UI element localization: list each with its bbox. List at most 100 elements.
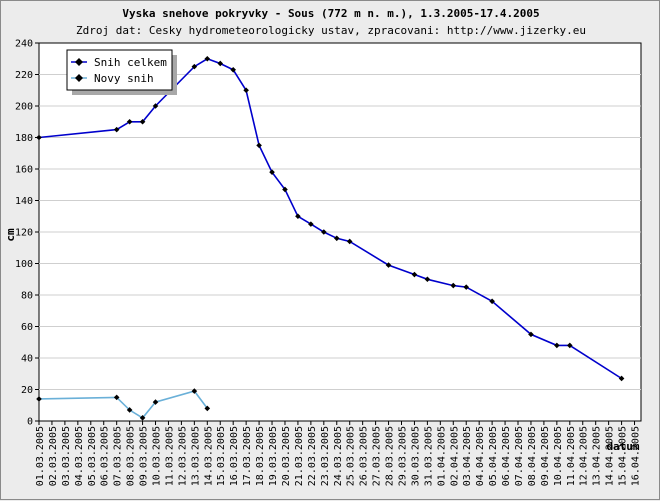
x-tick-label-5: 06.03.2005 — [100, 426, 111, 486]
series-1-point-2 — [126, 407, 133, 413]
y-tick-label-9: 180 — [15, 133, 33, 144]
series-0-point-3 — [139, 118, 146, 125]
chart-title: Vyska snehove pokryvky - Sous (772 m n. … — [122, 7, 539, 20]
x-tick-label-12: 13.03.2005 — [190, 426, 201, 486]
x-tick-label-14: 15.03.2005 — [216, 426, 227, 486]
y-tick-label-6: 120 — [15, 228, 33, 239]
series-1-point-6 — [204, 405, 211, 412]
x-tick-label-39: 09.04.2005 — [540, 426, 551, 486]
series-0-point-10 — [256, 142, 262, 149]
x-tick-label-1: 02.03.2005 — [48, 426, 59, 486]
x-tick-label-30: 31.03.2005 — [423, 426, 434, 486]
series-0-point-11 — [269, 169, 275, 175]
x-tick-label-23: 24.03.2005 — [333, 426, 344, 486]
x-tick-label-11: 12.03.2005 — [177, 426, 188, 486]
series-0-point-16 — [333, 235, 340, 242]
chart-subtitle: Zdroj dat: Cesky hydrometeorologicky ust… — [76, 24, 586, 37]
series-1-point-3 — [139, 415, 146, 421]
y-tick-label-11: 220 — [15, 70, 33, 81]
y-tick-label-7: 140 — [15, 196, 33, 207]
y-tick-label-10: 200 — [15, 102, 33, 113]
series-0-point-4 — [152, 103, 159, 109]
x-tick-label-42: 12.04.2005 — [579, 426, 590, 486]
series-0-point-26 — [566, 342, 573, 349]
series-0-point-20 — [424, 276, 431, 283]
x-tick-label-40: 10.04.2005 — [553, 426, 564, 486]
x-tick-label-19: 20.03.2005 — [281, 426, 292, 486]
series-0-point-21 — [450, 282, 457, 289]
y-axis-ticks: 0 20 40 60 80 100 120 140 160 180 200 220 240 — [15, 39, 39, 428]
legend-marker-novy-snih — [75, 74, 83, 82]
series-0-point-14 — [308, 221, 314, 227]
x-tick-label-9: 10.03.2005 — [152, 426, 163, 486]
series-1-point-5 — [191, 388, 198, 394]
series-0-point-18 — [385, 262, 392, 268]
x-tick-label-32: 02.04.2005 — [449, 426, 460, 486]
x-tick-label-33: 03.04.2005 — [462, 426, 473, 486]
y-tick-label-5: 100 — [15, 259, 33, 270]
x-axis-ticks: 01.03.2005 02.03.2005 03.03.2005 04.03.2005… — [35, 421, 642, 486]
x-tick-label-13: 14.03.2005 — [203, 426, 214, 486]
legend-label-novy-snih: Novy snih — [94, 72, 154, 85]
y-tick-label-8: 160 — [15, 165, 33, 176]
grid-lines — [39, 74, 641, 390]
series-0-point-15 — [321, 229, 327, 235]
series-0-point-24 — [528, 331, 534, 338]
x-tick-label-15: 16.03.2005 — [229, 426, 240, 486]
legend-marker-snih-celkem — [75, 58, 83, 66]
x-tick-label-8: 09.03.2005 — [139, 426, 150, 486]
series-0-point-23 — [489, 298, 495, 305]
x-tick-label-29: 30.03.2005 — [410, 426, 421, 486]
series-0-point-19 — [411, 271, 418, 278]
x-tick-label-21: 22.03.2005 — [307, 426, 318, 486]
x-tick-label-20: 21.03.2005 — [294, 426, 305, 486]
series-0-point-9 — [243, 87, 249, 94]
x-tick-label-38: 08.04.2005 — [527, 426, 538, 486]
x-tick-label-16: 17.03.2005 — [242, 426, 253, 486]
x-tick-label-43: 13.04.2005 — [592, 426, 603, 486]
legend-label-snih-celkem: Snih celkem — [94, 56, 167, 69]
x-tick-label-24: 25.03.2005 — [346, 426, 357, 486]
x-tick-label-35: 05.04.2005 — [488, 426, 499, 486]
series-0-point-27 — [618, 375, 625, 382]
legend: Snih celkem Novy snih — [66, 49, 177, 95]
x-tick-label-4: 05.03.2005 — [87, 426, 98, 486]
series-0-point-25 — [554, 342, 560, 349]
x-tick-label-26: 27.03.2005 — [372, 426, 383, 486]
series-0-point-17 — [346, 238, 353, 245]
series-0-point-0 — [36, 134, 42, 141]
y-tick-label-2: 40 — [21, 354, 33, 365]
x-tick-label-37: 07.04.2005 — [514, 426, 525, 486]
x-tick-label-46: 16.04.2005 — [631, 426, 642, 486]
series-1-point-0 — [36, 396, 42, 402]
x-tick-label-31: 01.04.2005 — [436, 426, 447, 486]
series-0-point-22 — [463, 284, 470, 290]
y-tick-label-1: 20 — [21, 385, 33, 396]
x-tick-label-10: 11.03.2005 — [164, 426, 175, 486]
x-tick-label-25: 26.03.2005 — [359, 426, 370, 486]
x-tick-label-27: 28.03.2005 — [385, 426, 396, 486]
legend-box — [66, 49, 173, 91]
x-tick-label-3: 04.03.2005 — [74, 426, 85, 486]
x-tick-label-0: 01.03.2005 — [35, 426, 46, 486]
x-tick-label-17: 18.03.2005 — [255, 426, 266, 486]
series-0-point-2 — [126, 118, 133, 125]
series-0-point-12 — [282, 186, 288, 193]
x-tick-label-41: 11.04.2005 — [566, 426, 577, 486]
series-0-point-6 — [204, 55, 211, 62]
series-0-point-8 — [230, 66, 236, 73]
x-tick-label-36: 06.04.2005 — [501, 426, 512, 486]
x-tick-label-22: 23.03.2005 — [320, 426, 331, 486]
series-1-point-4 — [152, 399, 159, 405]
y-tick-label-3: 60 — [21, 322, 33, 333]
x-tick-label-28: 29.03.2005 — [397, 426, 408, 486]
x-tick-label-6: 07.03.2005 — [113, 426, 124, 486]
series-1-point-1 — [113, 394, 120, 401]
x-tick-label-2: 03.03.2005 — [61, 426, 72, 486]
series-0-point-1 — [113, 126, 120, 133]
y-tick-label-12: 240 — [15, 39, 33, 50]
series-0-point-7 — [217, 60, 224, 67]
x-tick-label-18: 19.03.2005 — [268, 426, 279, 486]
